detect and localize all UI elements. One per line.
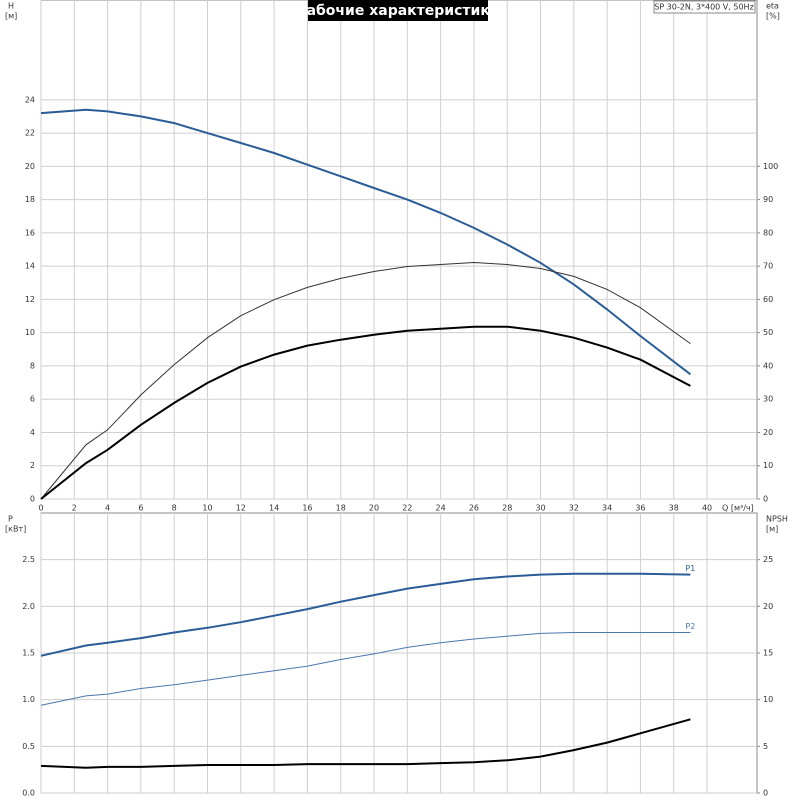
y-tick-label: 0.0	[22, 789, 35, 798]
y2-axis-unit: [%]	[766, 12, 780, 21]
y-tick-label: 4	[30, 428, 35, 437]
y-axis-label: H	[8, 2, 14, 11]
x-tick-label: 12	[236, 504, 246, 513]
title-bg	[308, 0, 488, 21]
x-tick-label: 14	[269, 504, 279, 513]
y-tick-label: 10	[25, 328, 35, 337]
y-tick-label: 18	[25, 195, 35, 204]
y2-tick-label: 100	[763, 162, 778, 171]
x-tick-label: 2	[72, 504, 77, 513]
y-tick-label: 24	[25, 95, 35, 104]
x-tick-label: 38	[669, 504, 679, 513]
y-tick-label: 22	[25, 129, 35, 138]
x-tick-label: 28	[502, 504, 512, 513]
y2-axis-label: eta	[766, 2, 779, 11]
x-tick-label: 40	[702, 504, 712, 513]
x-tick-label: 18	[336, 504, 346, 513]
y2-tick-label: 90	[763, 195, 773, 204]
y2-tick-label: 20	[763, 428, 773, 437]
x-tick-label: 10	[202, 504, 212, 513]
subtitle: SP 30-2N, 3*400 V, 50Hz	[654, 3, 754, 12]
series-line	[40, 718, 691, 769]
x-tick-label: 30	[535, 504, 545, 513]
y-tick-label: 2.0	[22, 602, 35, 611]
y2-tick-label: 20	[763, 602, 773, 611]
y2-axis-label: NPSH	[766, 515, 788, 524]
series-line	[40, 325, 691, 500]
subtitle-box	[653, 0, 756, 14]
x-tick-label: 36	[635, 504, 645, 513]
y2-axis-unit: [м]	[766, 525, 778, 534]
y-tick-label: 0	[30, 495, 35, 504]
series-line	[40, 108, 692, 376]
y-tick-label: 6	[30, 395, 35, 404]
x-tick-label: 32	[569, 504, 579, 513]
y2-tick-label: 25	[763, 555, 773, 564]
y-tick-label: 20	[25, 162, 35, 171]
y2-tick-label: 10	[763, 695, 773, 704]
x-tick-label: 0	[38, 504, 43, 513]
x-tick-label: 20	[369, 504, 379, 513]
series-line	[40, 261, 691, 500]
y-tick-label: 1.5	[22, 649, 35, 658]
y-axis-label: P	[8, 515, 13, 524]
y2-tick-label: 5	[763, 742, 768, 751]
y2-tick-label: 80	[763, 228, 773, 237]
y-tick-label: 16	[25, 228, 35, 237]
plot-frame	[40, 0, 758, 500]
x-tick-label: 24	[436, 504, 446, 513]
y2-tick-label: 60	[763, 295, 773, 304]
y2-tick-label: 15	[763, 649, 773, 658]
y-tick-label: 8	[30, 361, 35, 370]
y-axis-unit: [м]	[5, 12, 17, 21]
y-tick-label: 2.5	[22, 555, 35, 564]
y2-tick-label: 0	[763, 495, 768, 504]
y2-tick-label: 70	[763, 262, 773, 271]
x-tick-label: 16	[302, 504, 312, 513]
x-tick-label: 6	[138, 504, 143, 513]
y-tick-label: 12	[25, 295, 35, 304]
y2-tick-label: 10	[763, 461, 773, 470]
y-tick-label: 2	[30, 461, 35, 470]
y-axis-unit: [кВт]	[5, 525, 26, 534]
y2-tick-label: 30	[763, 395, 773, 404]
y2-tick-label: 40	[763, 361, 773, 370]
y-tick-label: 0.5	[22, 742, 35, 751]
series-line	[40, 572, 691, 657]
series-line	[40, 632, 691, 706]
x-tick-label: 22	[402, 504, 412, 513]
y-tick-label: 14	[25, 262, 35, 271]
series-label: P2	[685, 622, 695, 631]
y2-tick-label: 0	[763, 789, 768, 798]
x-tick-label: 8	[172, 504, 177, 513]
x-axis-label: Q [м³/ч]	[722, 504, 754, 513]
x-tick-label: 4	[105, 504, 110, 513]
x-tick-label: 26	[469, 504, 479, 513]
y-tick-label: 1.0	[22, 695, 35, 704]
y2-tick-label: 50	[763, 328, 773, 337]
x-tick-label: 34	[602, 504, 612, 513]
series-label: P1	[685, 564, 695, 573]
chart-title: Рабочие характеристики	[296, 3, 499, 19]
